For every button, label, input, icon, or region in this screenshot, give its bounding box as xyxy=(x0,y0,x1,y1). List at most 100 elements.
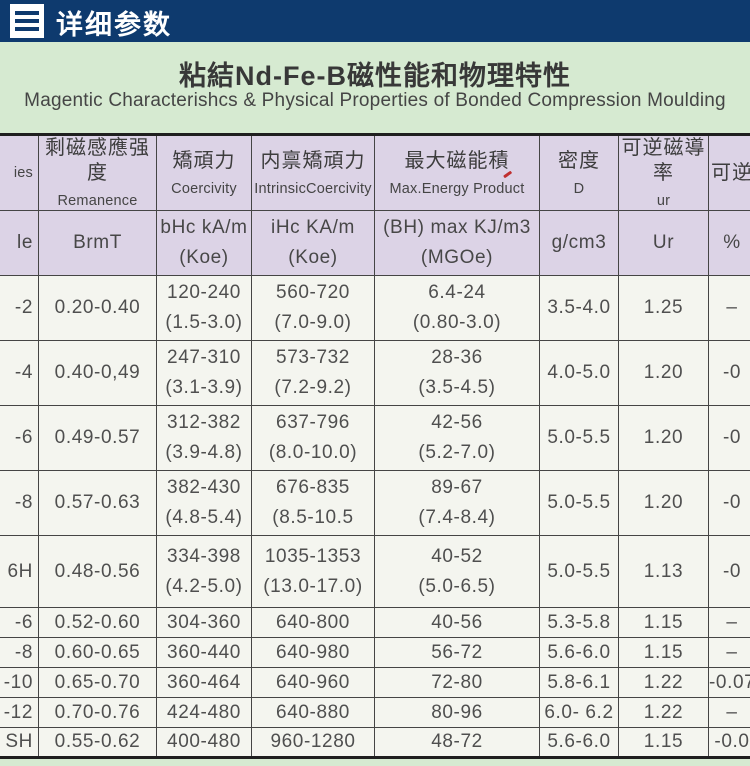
cell-text: 960-1280 xyxy=(270,731,356,753)
cell-box: – xyxy=(710,641,750,665)
cell-text: 72-80 xyxy=(431,671,483,693)
header-cell: 矯頑力 Coercivity xyxy=(156,133,252,212)
cell-text: Remanence xyxy=(57,193,138,209)
cell-text: 304-360 xyxy=(167,611,241,633)
table-row: -8 0.57-0.63 382-430 (4.8-5.4) 676-835 (8.5-1… xyxy=(0,470,750,537)
cell-box: -4 xyxy=(0,361,38,385)
header-cell: ies xyxy=(0,133,39,212)
table-cell: 1035-1353 (13.0-17.0) xyxy=(251,535,375,609)
cell-box: 1.25 xyxy=(620,296,708,320)
table-cell: 560-720 (7.0-9.0) xyxy=(251,275,375,342)
cell-box: 0.57-0.63 xyxy=(40,491,156,515)
table-cell: 360-440 xyxy=(156,637,252,669)
table-row: -6 0.49-0.57 312-382 (3.9-4.8) 637-796 (8.0-1… xyxy=(0,405,750,472)
table-cell: 1.25 xyxy=(618,275,709,342)
table-row: -4 0.40-0,49 247-310 (3.1-3.9) 573-732 (7.2-9… xyxy=(0,340,750,407)
cell-box: 56-72 xyxy=(376,641,539,665)
table-cell: 0.40-0,49 xyxy=(38,340,157,407)
cell-box: 0.48-0.56 xyxy=(40,560,156,584)
cell-text: -6 xyxy=(14,611,33,633)
cell-text: 312-382 xyxy=(167,412,241,434)
cell-text: iHc KA/m xyxy=(271,217,355,239)
section-title: 详细参数 xyxy=(56,10,172,40)
cell-text: 56-72 xyxy=(431,641,483,663)
table-cell: 640-960 xyxy=(251,667,375,699)
table-cell: 6.0- 6.2 xyxy=(539,697,619,729)
cell-box: 247-310 (3.1-3.9) xyxy=(158,346,251,400)
table-cell: 960-1280 xyxy=(251,727,375,759)
cell-text: (0.80-3.0) xyxy=(412,312,502,334)
cell-text: 247-310 xyxy=(167,347,241,369)
header-row: le BrmT bHc kA/m (Koe) iHc KA/m (Koe) (BH) max… xyxy=(0,210,750,277)
cell-text: 640-980 xyxy=(276,641,350,663)
cell-box: 5.6-6.0 xyxy=(541,730,618,754)
cell-box: 密度 D xyxy=(541,149,618,198)
cell-box: -12 xyxy=(0,701,38,725)
cell-text: -8 xyxy=(14,641,33,663)
table-cell: -10 xyxy=(0,667,39,699)
cell-text: 5.6-6.0 xyxy=(547,641,611,663)
cell-text: 573-732 xyxy=(276,347,350,369)
cell-box: SH xyxy=(0,730,38,754)
cell-text: 0.52-0.60 xyxy=(54,611,141,633)
cell-box: 1.20 xyxy=(620,491,708,515)
cell-box: -0 xyxy=(710,361,750,385)
table-cell: -8 xyxy=(0,637,39,669)
cell-text: 0.57-0.63 xyxy=(54,492,141,514)
cell-text: 0.49-0.57 xyxy=(54,427,141,449)
table-cell: -12 xyxy=(0,697,39,729)
cell-box: 剩磁感應强度 Remanence xyxy=(40,136,156,210)
cell-box: 0.52-0.60 xyxy=(40,611,156,635)
cell-text: -0 xyxy=(722,492,742,514)
cell-box: % xyxy=(710,231,750,255)
table-cell: -4 xyxy=(0,340,39,407)
table-cell: -0 xyxy=(708,535,750,609)
cell-text: (3.5-4.5) xyxy=(418,377,496,399)
cell-text: 0.55-0.62 xyxy=(54,731,141,753)
table-cell: 6H xyxy=(0,535,39,609)
cell-text: 1035-1353 xyxy=(264,545,362,567)
cell-text: (3.9-4.8) xyxy=(165,442,243,464)
cell-text: 1.22 xyxy=(643,701,684,723)
cell-text: 424-480 xyxy=(167,701,241,723)
cell-box: le xyxy=(0,231,38,255)
list-icon xyxy=(10,4,44,38)
table-cell: 5.3-5.8 xyxy=(539,607,619,639)
cell-text: (Koe) xyxy=(179,247,229,269)
table-cell: 637-796 (8.0-10.0) xyxy=(251,405,375,472)
table-cell: 0.60-0.65 xyxy=(38,637,157,669)
cell-text: (8.5-10.5 xyxy=(272,507,354,529)
cell-text: 最大磁能積 xyxy=(404,149,510,172)
cell-text: -8 xyxy=(14,492,33,514)
cell-box: 960-1280 xyxy=(253,730,374,754)
cell-box: 1035-1353 (13.0-17.0) xyxy=(253,545,374,599)
table-cell: 0.55-0.62 xyxy=(38,727,157,759)
spec-table-wrap: ies 剩磁感應强度 Remanence 矯頑力 Coercivity 内禀矯頑力 Intr… xyxy=(0,133,750,760)
cell-box: -6 xyxy=(0,611,38,635)
cell-text: 0.60-0.65 xyxy=(54,641,141,663)
cell-text: 637-796 xyxy=(276,412,350,434)
cell-box: – xyxy=(710,611,750,635)
cell-text: 5.3-5.8 xyxy=(547,611,611,633)
table-cell: 72-80 xyxy=(374,667,540,699)
cell-box: iHc KA/m (Koe) xyxy=(253,216,374,270)
table-cell: 0.65-0.70 xyxy=(38,667,157,699)
cell-text: 0.48-0.56 xyxy=(54,560,141,582)
cell-text: -2 xyxy=(14,297,33,319)
table-cell: 1.22 xyxy=(618,667,709,699)
cell-text: – xyxy=(726,611,738,633)
cell-box: 0.70-0.76 xyxy=(40,701,156,725)
cell-box: -8 xyxy=(0,491,38,515)
header-cell: 最大磁能積 Max.Energy Product xyxy=(374,133,540,212)
cell-text: ur xyxy=(656,193,671,209)
cell-box: 5.6-6.0 xyxy=(541,641,618,665)
cell-text: (7.0-9.0) xyxy=(274,312,352,334)
cell-text: 6.4-24 xyxy=(428,282,486,304)
cell-box: g/cm3 xyxy=(541,231,618,255)
cell-text: 40-52 xyxy=(431,545,483,567)
cell-box: 0.40-0,49 xyxy=(40,361,156,385)
table-cell: -0 xyxy=(708,340,750,407)
cell-box: 1.13 xyxy=(620,560,708,584)
cell-text: (3.1-3.9) xyxy=(165,377,243,399)
header-cell: bHc kA/m (Koe) xyxy=(156,210,252,277)
